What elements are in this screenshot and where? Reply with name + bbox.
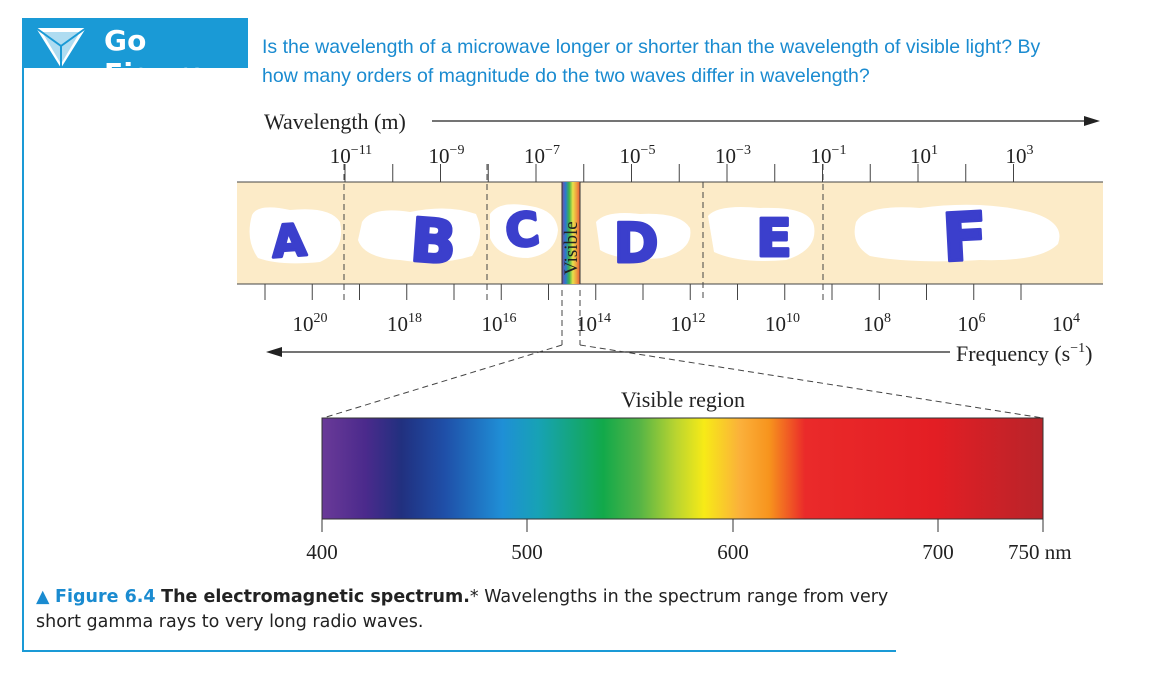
frequency-tick-label: 1020 (293, 311, 328, 336)
visible-region-tick-label: 700 (922, 540, 954, 564)
frequency-tick-label: 108 (863, 311, 891, 336)
frequency-tick-label: 1014 (576, 311, 611, 336)
wavelength-tick-label: 10−9 (429, 143, 465, 168)
frequency-tick-label: 106 (958, 311, 986, 336)
frequency-tick-label: 1010 (765, 311, 800, 336)
caption-bold-text: The electromagnetic spectrum. (161, 587, 470, 607)
handwritten-letter-a: A (270, 215, 308, 268)
frame-left-border (22, 18, 24, 652)
wavelength-tick-label: 101 (910, 143, 938, 168)
handwritten-letter-d: D (614, 212, 659, 275)
go-figure-triangle-icon (35, 27, 87, 68)
caption-figure-label: Figure 6.4 (55, 587, 156, 607)
frequency-tick-labels: 1020 1018 1016 1014 1012 1010 108 106 104 (293, 311, 1081, 336)
visible-region-title: Visible region (621, 387, 745, 412)
wavelength-tick-labels: 10−11 10−9 10−7 10−5 10−3 10−1 101 103 (330, 143, 1034, 168)
handwritten-letter-f: F (940, 198, 989, 277)
frequency-tick-label: 1016 (482, 311, 517, 336)
frame-bottom-border (22, 650, 896, 652)
handwritten-letter-e: E (756, 209, 792, 269)
wavelength-tick-label: 10−5 (620, 143, 656, 168)
visible-region-tick-label: 750 nm (1008, 540, 1072, 564)
wavelength-axis-label: Wavelength (m) (264, 109, 406, 134)
wavelength-tick-label: 10−1 (811, 143, 847, 168)
zoom-line-right (579, 344, 1044, 419)
visible-region-tick-label: 500 (511, 540, 543, 564)
go-figure-title: Go Figure (104, 24, 207, 90)
frequency-tick-marks (264, 284, 1022, 300)
visible-region-bar (321, 417, 1044, 520)
visible-region-tick-label: 600 (717, 540, 749, 564)
frequency-arrow-head (266, 347, 282, 357)
zoom-line-left (322, 344, 563, 419)
visible-region-ticks: 400 500 600 700 750 nm (306, 519, 1072, 564)
caption-marker-icon: ▲ (36, 587, 50, 607)
handwritten-letter-b: B (408, 206, 459, 279)
frequency-tick-label: 1012 (671, 311, 706, 336)
wavelength-tick-label: 103 (1006, 143, 1034, 168)
wavelength-tick-marks (344, 164, 1014, 182)
visible-strip-label: Visible (561, 221, 582, 275)
frequency-axis-label: Frequency (s−1) (956, 341, 1092, 366)
frequency-tick-label: 1018 (387, 311, 422, 336)
frequency-tick-label: 104 (1052, 311, 1080, 336)
go-figure-tab: Go Figure (22, 18, 248, 90)
handwritten-letter-c: C (503, 201, 542, 258)
caption-text: * Wavelengths in the spectrum range from… (36, 587, 889, 632)
wavelength-arrow-head (1084, 116, 1100, 126)
figure-caption: ▲ Figure 6.4 The electromagnetic spectru… (36, 585, 916, 635)
visible-strip (562, 182, 580, 284)
wavelength-tick-label: 10−3 (715, 143, 751, 168)
question-text: Is the wavelength of a microwave longer … (262, 36, 1041, 87)
wavelength-tick-label: 10−11 (330, 143, 372, 168)
visible-region-tick-label: 400 (306, 540, 338, 564)
cover-blobs (249, 204, 1060, 264)
wavelength-tick-label: 10−7 (524, 143, 560, 168)
